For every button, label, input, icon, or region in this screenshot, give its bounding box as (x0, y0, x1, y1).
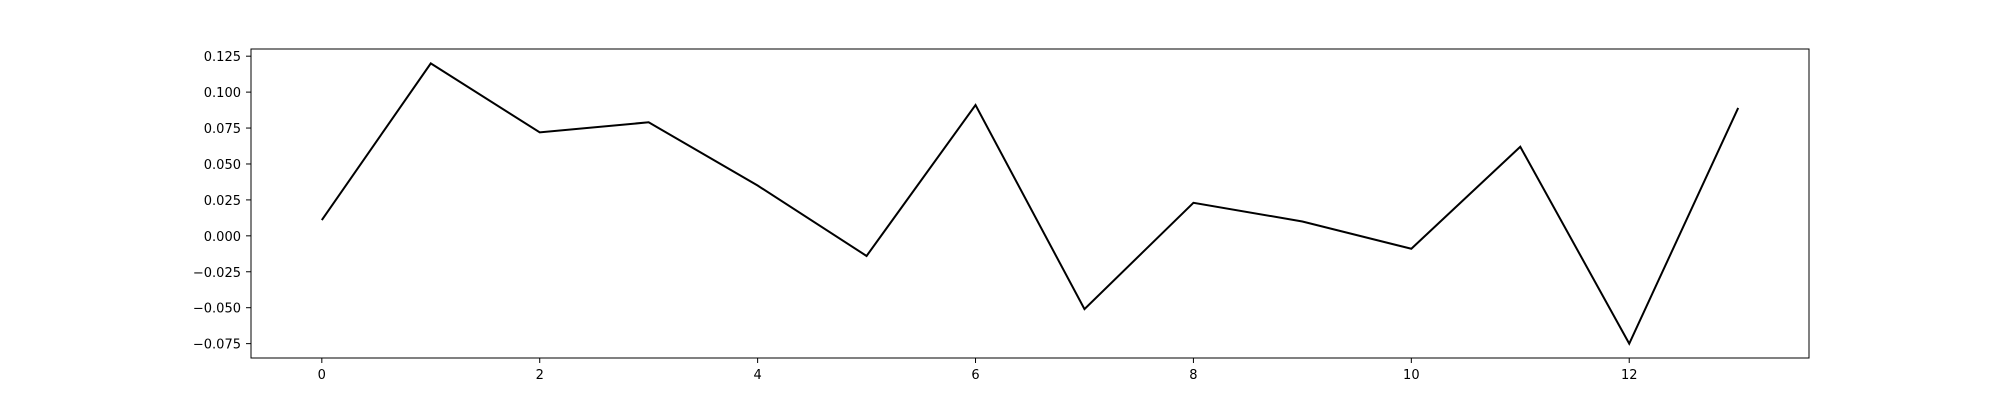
y-axis: 0.125 0.100 0.075 0.050 0.025 0.000 −0.025 −0.0… (193, 50, 251, 352)
y-tick-label: 0.125 (204, 50, 241, 65)
y-tick-label: 0.000 (204, 230, 241, 245)
x-tick-label: 2 (536, 368, 544, 383)
y-tick-label: −0.075 (193, 338, 241, 353)
y-tick-label: 0.025 (204, 194, 241, 209)
x-tick-label: 6 (971, 368, 979, 383)
series-line (322, 63, 1738, 343)
x-tick-label: 12 (1621, 368, 1638, 383)
y-tick-label: 0.075 (204, 122, 241, 137)
y-tick-label: −0.050 (193, 302, 241, 317)
x-tick-label: 8 (1189, 368, 1197, 383)
x-tick-label: 0 (318, 368, 326, 383)
y-tick-label: 0.100 (204, 86, 241, 101)
plot-area-frame (251, 49, 1809, 358)
y-tick-label: −0.025 (193, 266, 241, 281)
y-tick-label: 0.050 (204, 158, 241, 173)
x-axis: 0 2 4 6 8 10 12 (318, 358, 1638, 383)
x-tick-label: 10 (1403, 368, 1420, 383)
x-tick-label: 4 (753, 368, 761, 383)
